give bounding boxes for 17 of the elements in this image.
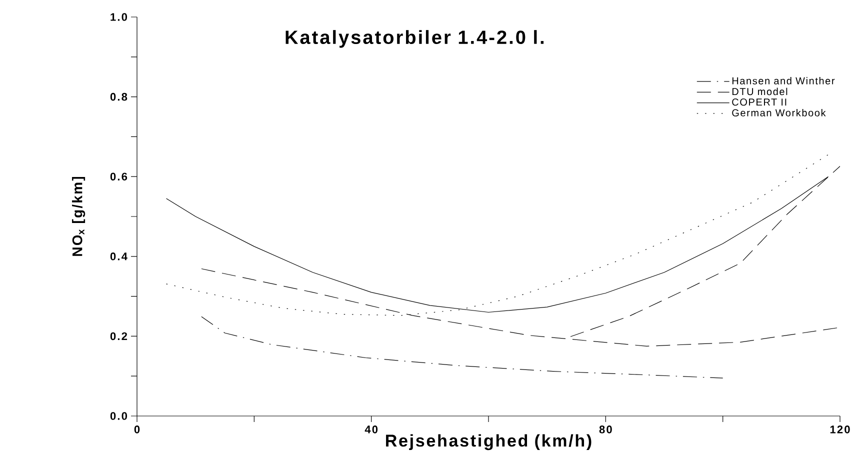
y-tick-label: 0.2 [110,332,128,340]
y-tick-label: 1.0 [110,13,128,21]
legend-label: German Workbook [732,109,826,116]
legend-label: Hansen and Winther [732,77,835,84]
x-tick-label: 40 [364,426,378,434]
y-tick-label: 0.6 [110,172,128,180]
y-axis-title: NO$_{x}$ [g/km] [72,176,86,256]
y-tick-label: 0.0 [110,412,128,420]
y-tick-label: 0.4 [110,252,128,260]
y-tick-label: 0.8 [110,92,128,101]
x-tick-label: 80 [599,426,612,434]
text: Katalysatorbiler 1.4-2.0 l. [286,30,544,48]
x-axis-title: Rejsehastighed (km/h) [386,434,592,450]
legend-label: DTU model [732,88,788,96]
x-tick-label: 0 [134,426,140,434]
legend-label: COPERT II [732,98,786,106]
x-tick-label: 120 [830,426,850,434]
